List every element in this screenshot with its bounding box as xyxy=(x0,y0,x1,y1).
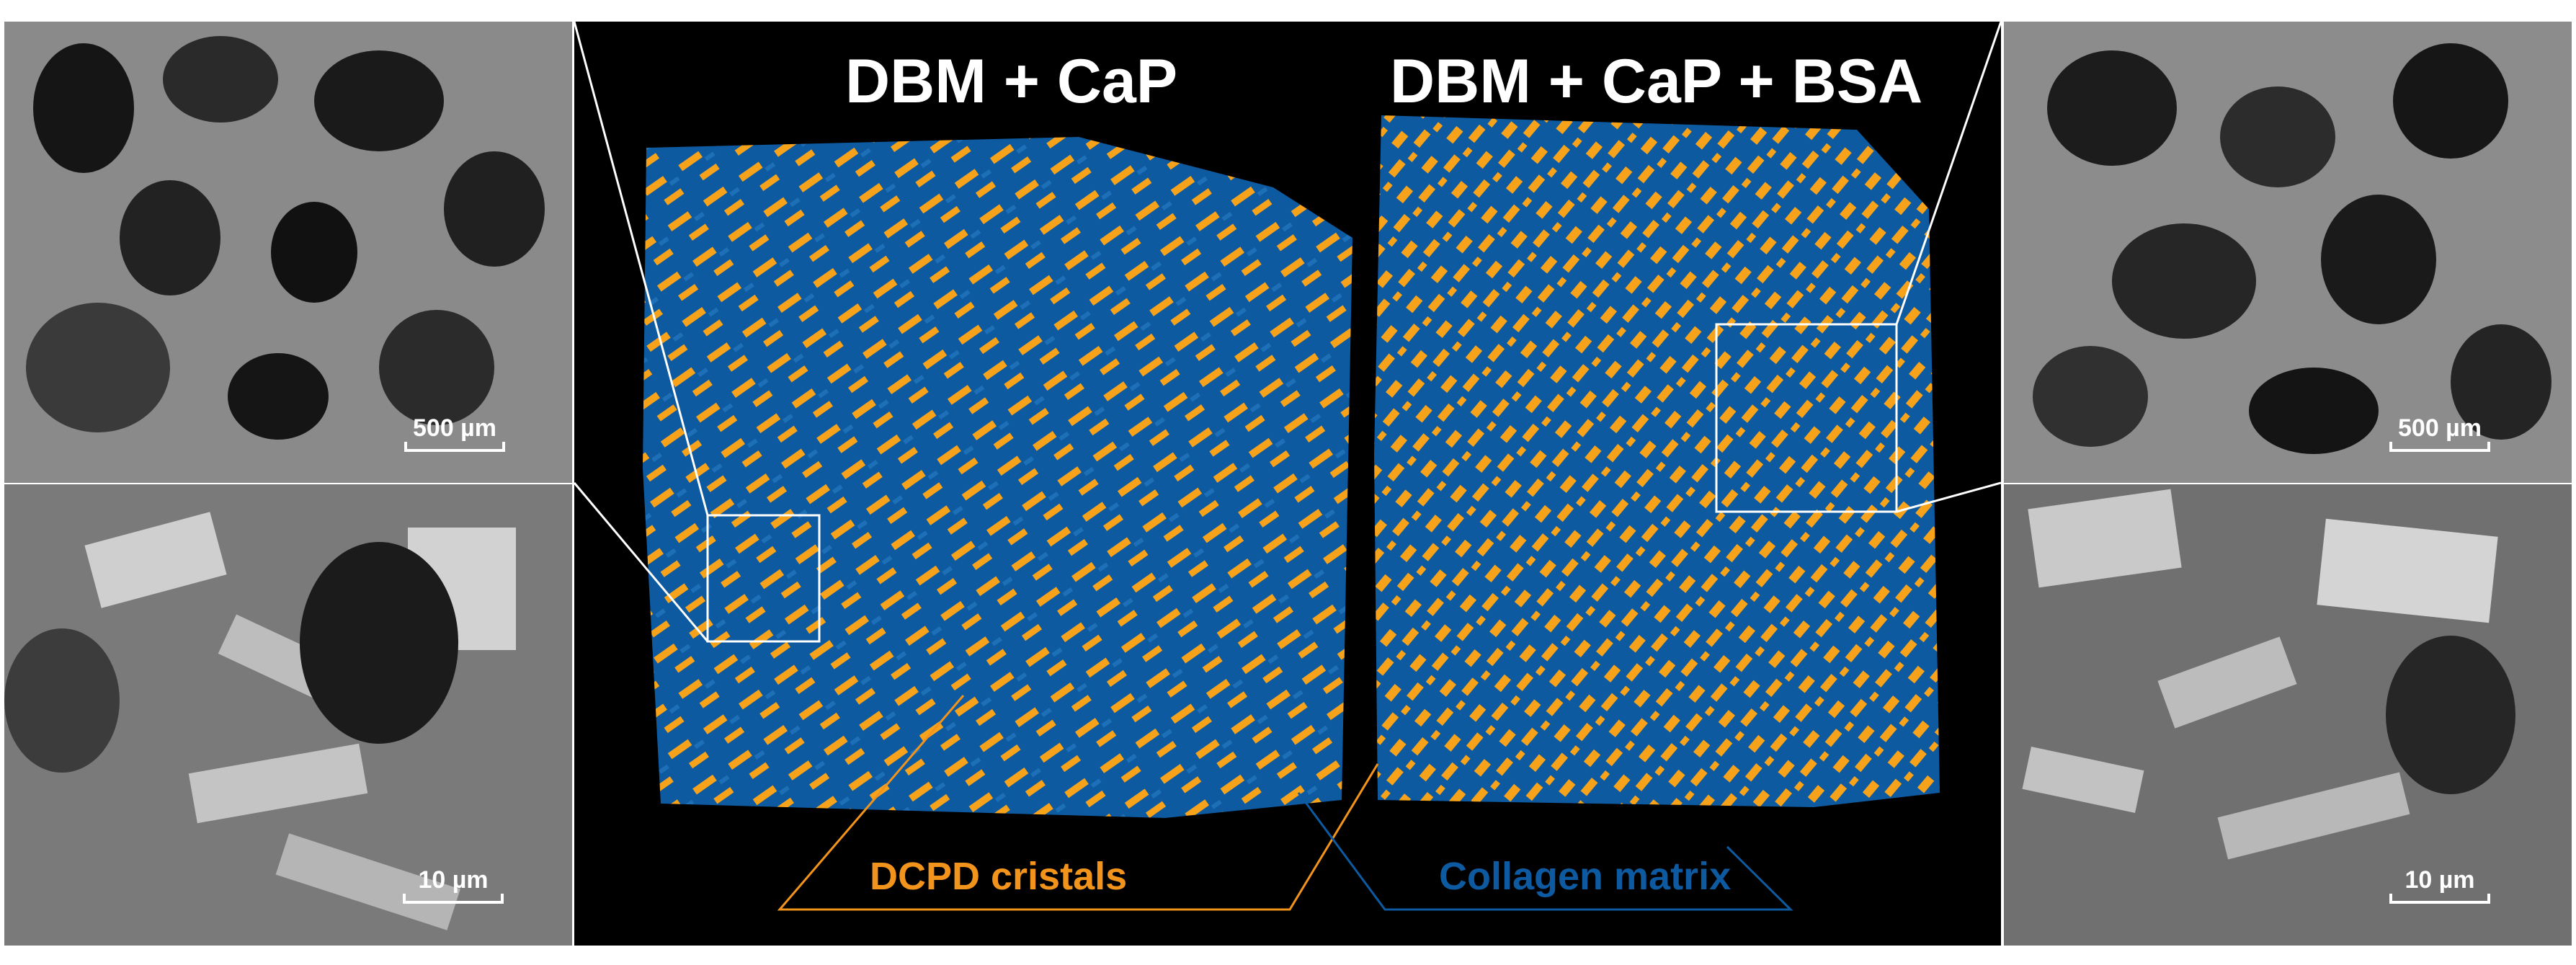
scale-bar-top-right: 500 µm xyxy=(2389,414,2490,452)
matrix-leader-line xyxy=(1297,792,1793,911)
scale-bar-label: 500 µm xyxy=(2398,414,2482,442)
sem-image-top-right: 500 µm xyxy=(2004,22,2572,483)
legend-crystals-label: DCPD cristals xyxy=(870,855,1128,898)
zoom-box-right xyxy=(1715,323,1898,513)
scale-bar-bottom-left: 10 µm xyxy=(403,866,504,904)
sample-volume-right xyxy=(1374,115,1940,807)
sem-texture-bottom-right xyxy=(2004,484,2572,946)
title-right-sample: DBM + CaP + BSA xyxy=(1390,47,1923,116)
sample-volume-left xyxy=(643,137,1352,818)
scale-bar-label: 10 µm xyxy=(418,866,489,894)
sem-texture-top-right xyxy=(2004,22,2572,483)
micro-ct-panel: DBM + CaP DBM + CaP + BSA DCPD cristals … xyxy=(574,22,2001,946)
title-left-sample: DBM + CaP xyxy=(845,47,1178,116)
sem-image-bottom-right: 10 µm xyxy=(2004,484,2572,946)
zoom-box-left xyxy=(706,514,821,643)
sem-image-top-left: 500 µm xyxy=(4,22,572,483)
legend-matrix-label: Collagen matrix xyxy=(1439,855,1732,898)
micro-ct-volumes xyxy=(574,22,2001,911)
crystals-leader-line xyxy=(777,695,1379,911)
scale-bar-bottom-right: 10 µm xyxy=(2389,866,2490,904)
sem-texture-top-left xyxy=(4,22,572,483)
sem-image-bottom-left: 10 µm xyxy=(4,484,572,946)
sem-texture-bottom-left xyxy=(4,484,572,946)
scale-bar-top-left: 500 µm xyxy=(404,414,505,452)
scale-bar-label: 500 µm xyxy=(413,414,496,442)
scale-bar-label: 10 µm xyxy=(2405,866,2475,894)
